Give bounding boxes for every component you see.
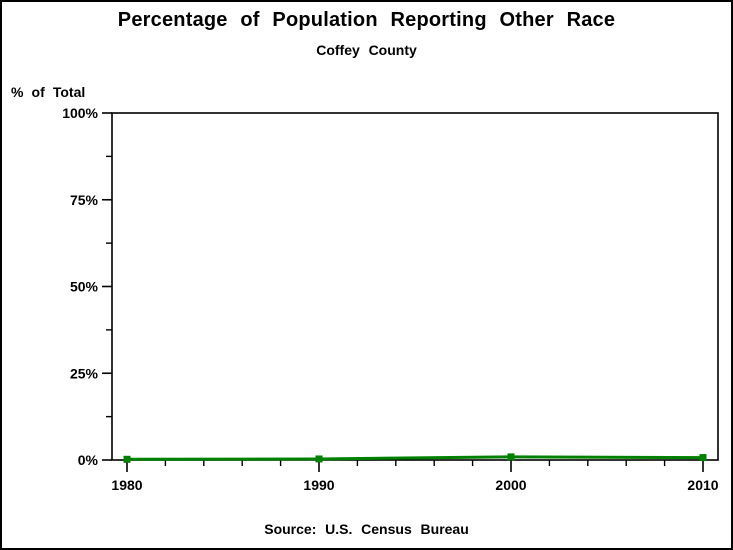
x-tick-label: 2000 <box>495 477 526 493</box>
plot-frame <box>111 112 719 461</box>
chart-subtitle: Coffey County <box>316 42 417 58</box>
x-tick-label: 1980 <box>111 477 142 493</box>
y-tick-label: 50% <box>70 279 99 295</box>
y-tick-label: 100% <box>62 105 98 121</box>
data-line <box>126 455 704 461</box>
data-point-marker <box>507 453 515 461</box>
data-point-marker <box>315 455 323 463</box>
y-tick-label: 0% <box>78 452 99 468</box>
x-tick-label: 2010 <box>687 477 718 493</box>
data-point-marker <box>123 455 131 463</box>
x-tick-label: 1990 <box>303 477 334 493</box>
y-axis-title: % of Total <box>11 84 86 100</box>
y-tick-label: 75% <box>70 192 99 208</box>
data-point-marker <box>699 454 707 462</box>
source-note: Source: U.S. Census Bureau <box>264 521 469 537</box>
y-tick-label: 25% <box>70 365 99 381</box>
chart-title: Percentage of Population Reporting Other… <box>117 9 616 31</box>
